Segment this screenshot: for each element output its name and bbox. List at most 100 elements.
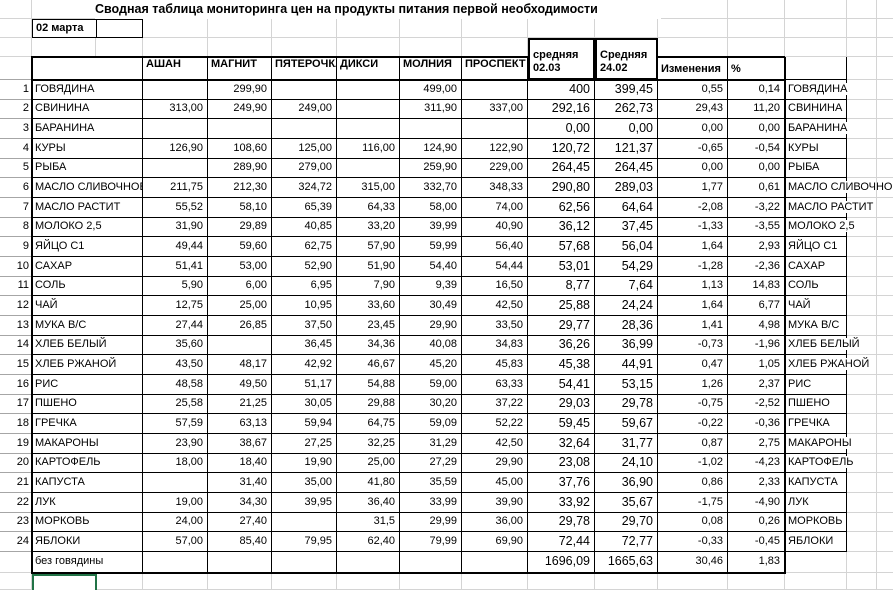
totals-percent-cell[interactable]: 1,83 <box>728 552 785 573</box>
percent-cell[interactable]: 0,00 <box>728 159 785 178</box>
change-cell[interactable]: 1,77 <box>658 178 728 198</box>
price-cell[interactable]: 26,85 <box>208 316 272 336</box>
price-cell[interactable]: 57,90 <box>337 237 400 257</box>
product-label-cell[interactable]: МАСЛО СЛИВОЧНОЕ <box>785 178 893 198</box>
price-cell[interactable]: 62,40 <box>337 532 400 552</box>
price-cell[interactable]: 25,58 <box>143 395 208 414</box>
empty-cell[interactable] <box>272 573 337 590</box>
empty-cell[interactable] <box>847 198 877 218</box>
avg-previous-cell[interactable]: 31,77 <box>595 434 658 454</box>
change-cell[interactable]: -0,33 <box>658 532 728 552</box>
empty-cell[interactable] <box>143 552 208 573</box>
percent-cell[interactable]: 2,93 <box>728 237 785 257</box>
price-cell[interactable]: 337,00 <box>462 100 528 119</box>
empty-cell[interactable] <box>337 19 400 38</box>
price-cell[interactable]: 54,88 <box>337 375 400 395</box>
price-cell[interactable]: 27,44 <box>143 316 208 336</box>
avg-previous-header[interactable]: Средняя 24.02 <box>595 38 658 80</box>
empty-cell[interactable] <box>847 218 877 237</box>
product-label-cell[interactable]: ПШЕНО <box>785 395 847 414</box>
avg-previous-cell[interactable]: 72,77 <box>595 532 658 552</box>
product-cell[interactable]: ХЛЕБ БЕЛЫЙ <box>32 336 143 355</box>
empty-cell[interactable] <box>877 257 893 277</box>
empty-cell[interactable] <box>0 38 32 57</box>
price-cell[interactable]: 25,00 <box>337 454 400 473</box>
change-cell[interactable]: -1,33 <box>658 218 728 237</box>
price-cell[interactable]: 125,00 <box>272 139 337 159</box>
product-label-cell[interactable]: ГРЕЧКА <box>785 414 847 434</box>
product-label-cell[interactable]: МАКАРОНЫ <box>785 434 854 454</box>
avg-current-cell[interactable]: 264,45 <box>528 159 595 178</box>
price-cell[interactable]: 57,59 <box>143 414 208 434</box>
price-cell[interactable]: 65,39 <box>272 198 337 218</box>
totals-avg-previous-cell[interactable]: 1665,63 <box>595 552 658 573</box>
price-cell[interactable]: 31,90 <box>143 218 208 237</box>
price-cell[interactable]: 37,50 <box>272 316 337 336</box>
row-number-cell[interactable]: 21 <box>0 473 32 493</box>
empty-cell[interactable] <box>877 336 893 355</box>
product-label-cell[interactable]: МОРКОВЬ <box>785 513 847 532</box>
price-cell[interactable]: 33,50 <box>462 316 528 336</box>
product-cell[interactable]: МАКАРОНЫ <box>32 434 143 454</box>
empty-cell[interactable] <box>877 57 893 80</box>
avg-previous-cell[interactable]: 28,36 <box>595 316 658 336</box>
percent-cell[interactable]: 1,05 <box>728 355 785 375</box>
empty-cell[interactable] <box>847 493 877 513</box>
product-cell[interactable]: БАРАНИНА <box>32 119 143 139</box>
empty-cell[interactable] <box>595 573 658 590</box>
price-cell[interactable]: 27,29 <box>400 454 462 473</box>
price-cell[interactable]: 39,99 <box>400 218 462 237</box>
price-cell[interactable]: 64,33 <box>337 198 400 218</box>
avg-current-cell[interactable]: 400 <box>528 80 595 100</box>
change-cell[interactable]: 0,47 <box>658 355 728 375</box>
price-cell[interactable] <box>462 80 528 100</box>
price-cell[interactable]: 108,60 <box>208 139 272 159</box>
price-cell[interactable]: 58,00 <box>400 198 462 218</box>
avg-previous-cell[interactable]: 264,45 <box>595 159 658 178</box>
product-cell[interactable]: ХЛЕБ РЖАНОЙ <box>32 355 143 375</box>
empty-cell[interactable] <box>847 573 877 590</box>
row-number-cell[interactable]: 18 <box>0 414 32 434</box>
price-cell[interactable]: 79,99 <box>400 532 462 552</box>
price-cell[interactable]: 29,90 <box>462 454 528 473</box>
empty-cell[interactable] <box>32 0 96 19</box>
price-cell[interactable]: 249,90 <box>208 100 272 119</box>
row-number-cell[interactable]: 7 <box>0 198 32 218</box>
percent-cell[interactable]: -0,36 <box>728 414 785 434</box>
price-cell[interactable]: 40,85 <box>272 218 337 237</box>
avg-previous-cell[interactable]: 7,64 <box>595 277 658 296</box>
price-cell[interactable]: 6,00 <box>208 277 272 296</box>
price-cell[interactable]: 18,40 <box>208 454 272 473</box>
price-cell[interactable]: 59,00 <box>400 375 462 395</box>
price-cell[interactable]: 52,22 <box>462 414 528 434</box>
price-cell[interactable]: 59,99 <box>400 237 462 257</box>
change-cell[interactable]: 1,64 <box>658 296 728 316</box>
price-cell[interactable]: 59,09 <box>400 414 462 434</box>
date-cell-extension[interactable] <box>96 19 143 38</box>
price-cell[interactable]: 40,90 <box>462 218 528 237</box>
title-cell[interactable]: Сводная таблица мониторинга цен на проду… <box>95 0 661 19</box>
empty-cell[interactable] <box>272 552 337 573</box>
price-cell[interactable]: 59,94 <box>272 414 337 434</box>
empty-cell[interactable] <box>847 395 877 414</box>
price-cell[interactable]: 25,00 <box>208 296 272 316</box>
price-cell[interactable]: 45,83 <box>462 355 528 375</box>
empty-cell[interactable] <box>877 139 893 159</box>
empty-cell[interactable] <box>847 277 877 296</box>
price-cell[interactable]: 34,36 <box>337 336 400 355</box>
price-cell[interactable]: 19,00 <box>143 493 208 513</box>
price-cell[interactable]: 30,20 <box>400 395 462 414</box>
price-cell[interactable]: 29,99 <box>400 513 462 532</box>
empty-cell[interactable] <box>847 57 877 80</box>
price-cell[interactable]: 33,20 <box>337 218 400 237</box>
avg-current-cell[interactable]: 54,41 <box>528 375 595 395</box>
price-cell[interactable]: 332,70 <box>400 178 462 198</box>
price-cell[interactable]: 38,67 <box>208 434 272 454</box>
price-cell[interactable]: 34,30 <box>208 493 272 513</box>
empty-cell[interactable] <box>400 38 462 57</box>
price-cell[interactable]: 45,20 <box>400 355 462 375</box>
row-number-cell[interactable]: 14 <box>0 336 32 355</box>
empty-cell[interactable] <box>877 0 893 19</box>
percent-cell[interactable]: 4,98 <box>728 316 785 336</box>
product-label-cell[interactable]: ХЛЕБ РЖАНОЙ <box>785 355 872 375</box>
